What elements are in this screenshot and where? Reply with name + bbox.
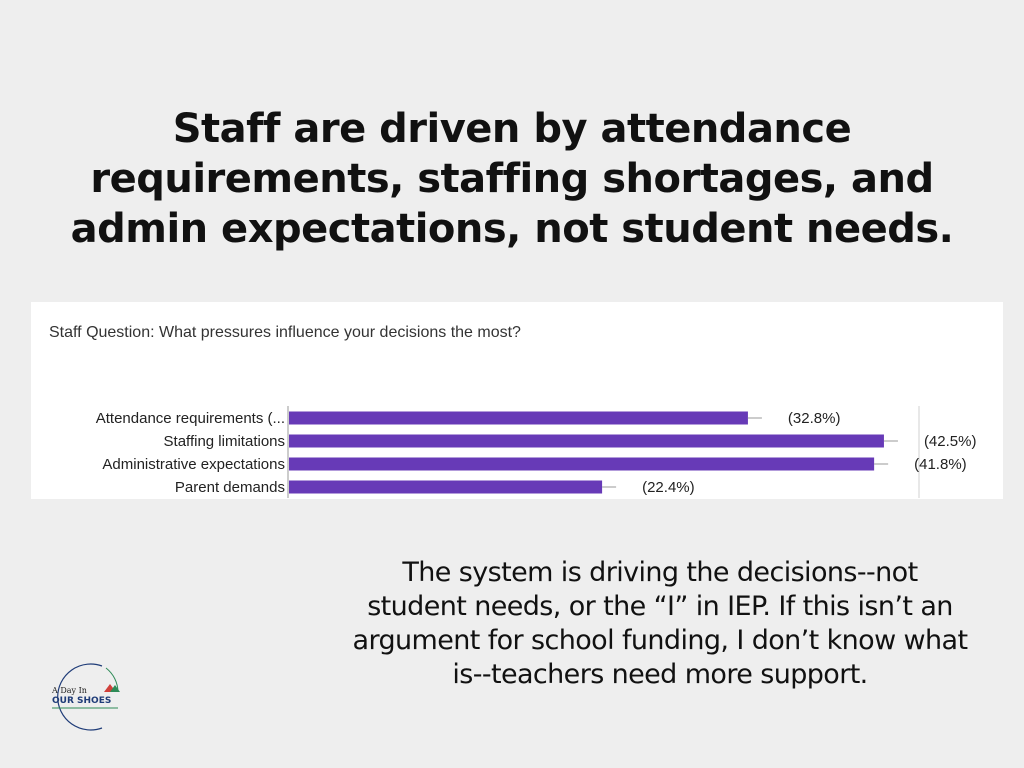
logo-text: OUR SHOES (52, 696, 112, 706)
headline-line: requirements, staffing shortages, and (90, 156, 934, 202)
bar (289, 457, 875, 471)
caption-line: is--teachers need more support. (452, 659, 868, 690)
category-label: Staffing limitations (164, 433, 285, 450)
logo-text: A Day In (52, 686, 87, 695)
headline: Staff are driven by attendance requireme… (40, 104, 984, 254)
logo-arc-icon (57, 663, 103, 731)
chart-panel: Staff Question: What pressures influence… (31, 302, 1003, 499)
caption-line: The system is driving the decisions--not (402, 557, 918, 588)
bar (289, 434, 884, 448)
caption-line: argument for school funding, I don’t kno… (352, 625, 969, 656)
bar (289, 480, 603, 494)
data-label: (22.4%) (642, 479, 695, 496)
caption: The system is driving the decisions--not… (330, 556, 990, 692)
logo-house-icon (110, 685, 120, 692)
bar (289, 411, 748, 425)
category-label: Parent demands (175, 479, 285, 496)
bar-chart: Staff Question: What pressures influence… (49, 324, 977, 498)
data-label: (41.8%) (914, 456, 967, 473)
brand-logo: A Day In OUR SHOES (46, 662, 130, 734)
headline-line: admin expectations, not student needs. (70, 206, 954, 252)
caption-line: student needs, or the “I” in IEP. If thi… (367, 591, 953, 622)
data-label: (42.5%) (924, 433, 977, 450)
chart-title: Staff Question: What pressures influence… (49, 324, 521, 341)
data-label: (32.8%) (788, 410, 841, 427)
category-label: Administrative expectations (102, 456, 285, 473)
headline-line: Staff are driven by attendance (172, 106, 852, 152)
category-label: Attendance requirements (... (96, 410, 285, 427)
